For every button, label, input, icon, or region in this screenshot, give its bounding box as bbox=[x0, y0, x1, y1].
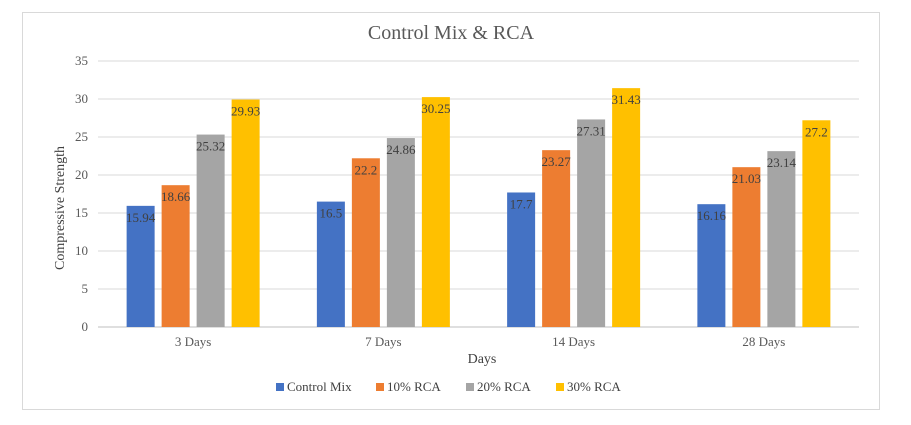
y-tick-label: 20 bbox=[75, 167, 88, 182]
bar-20-rca-2 bbox=[577, 119, 606, 327]
legend-swatch bbox=[376, 383, 384, 391]
bar-chart: Control Mix & RCA 0 5 10 15 20 25 30 35 15.94 18… bbox=[53, 22, 859, 394]
data-label: 22.2 bbox=[355, 162, 378, 177]
y-tick-label: 35 bbox=[75, 53, 88, 68]
bar-control-mix-1 bbox=[316, 201, 345, 327]
legend-label: Control Mix bbox=[287, 379, 352, 394]
bar-20-rca-0 bbox=[196, 134, 225, 327]
data-label: 29.93 bbox=[231, 104, 260, 119]
bar-20-rca-1 bbox=[386, 138, 415, 327]
y-tick-label: 5 bbox=[82, 281, 89, 296]
data-label: 18.66 bbox=[161, 189, 191, 204]
bar-30-rca-3 bbox=[802, 120, 831, 327]
y-tick-label: 10 bbox=[75, 243, 88, 258]
x-tick-label: 28 Days bbox=[742, 334, 785, 349]
bar-20-rca-3 bbox=[767, 151, 796, 327]
x-axis-title: Days bbox=[468, 352, 497, 367]
legend-swatch bbox=[466, 383, 474, 391]
x-tick-label: 14 Days bbox=[552, 334, 595, 349]
bar-30-rca-0 bbox=[231, 99, 260, 327]
data-label: 23.14 bbox=[767, 155, 797, 170]
y-axis-ticks: 0 5 10 15 20 25 30 35 bbox=[75, 53, 88, 334]
bar-control-mix-0 bbox=[126, 205, 155, 327]
data-label: 25.32 bbox=[196, 139, 225, 154]
bar-10-rca-2 bbox=[542, 150, 571, 327]
y-tick-label: 30 bbox=[75, 91, 88, 106]
chart-title: Control Mix & RCA bbox=[368, 22, 535, 44]
legend-label: 20% RCA bbox=[477, 379, 531, 394]
data-label: 31.43 bbox=[612, 92, 641, 107]
data-label: 16.5 bbox=[320, 206, 343, 221]
data-label: 16.16 bbox=[697, 208, 727, 223]
y-tick-label: 0 bbox=[82, 319, 89, 334]
legend-label: 10% RCA bbox=[387, 379, 441, 394]
legend-label: 30% RCA bbox=[567, 379, 621, 394]
x-tick-label: 3 Days bbox=[175, 334, 211, 349]
bar-10-rca-1 bbox=[351, 158, 380, 327]
data-label: 17.7 bbox=[510, 196, 533, 211]
x-tick-label: 7 Days bbox=[365, 334, 401, 349]
bar-30-rca-2 bbox=[612, 88, 641, 327]
x-axis-ticks: 3 Days 7 Days 14 Days 28 Days bbox=[175, 334, 785, 349]
bars bbox=[126, 88, 831, 327]
y-axis-title: Compressive Strength bbox=[53, 146, 68, 270]
data-labels: 15.94 18.66 25.32 29.93 16.5 22.2 24.86 30.25 17… bbox=[126, 92, 828, 225]
legend-swatch bbox=[276, 383, 284, 391]
data-label: 15.94 bbox=[126, 210, 156, 225]
bar-30-rca-1 bbox=[421, 97, 450, 327]
data-label: 27.31 bbox=[577, 123, 606, 138]
gridlines bbox=[98, 60, 859, 328]
bar-control-mix-2 bbox=[507, 192, 536, 327]
data-label: 30.25 bbox=[421, 101, 450, 116]
data-label: 21.03 bbox=[732, 171, 761, 186]
y-tick-label: 25 bbox=[75, 129, 88, 144]
data-label: 23.27 bbox=[542, 154, 572, 169]
bar-10-rca-3 bbox=[732, 167, 761, 327]
data-label: 27.2 bbox=[805, 124, 828, 139]
legend-swatch bbox=[556, 383, 564, 391]
legend: Control Mix 10% RCA 20% RCA 30% RCA bbox=[276, 379, 621, 394]
bar-control-mix-3 bbox=[697, 204, 726, 327]
y-tick-label: 15 bbox=[75, 205, 88, 220]
bar-10-rca-0 bbox=[161, 185, 190, 327]
chart-frame: Control Mix & RCA 0 5 10 15 20 25 30 35 15.94 18… bbox=[22, 12, 880, 410]
data-label: 24.86 bbox=[386, 142, 416, 157]
